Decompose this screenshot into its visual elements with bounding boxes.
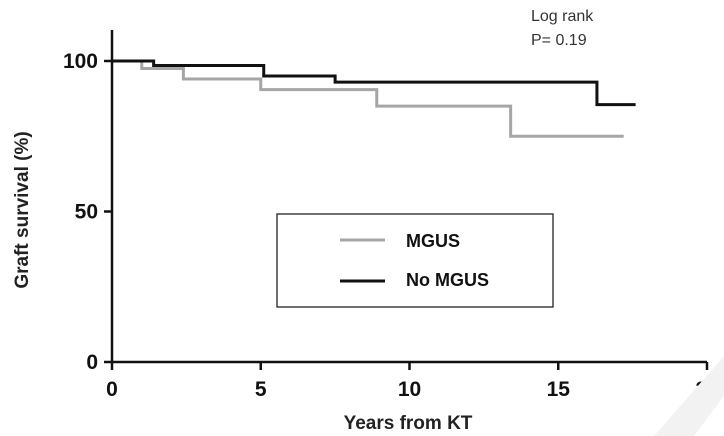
x-tick-label: 10 (398, 378, 421, 401)
plot-area (112, 59, 636, 138)
x-tick-label: 15 (547, 378, 571, 401)
y-tick-label: 50 (75, 201, 98, 224)
y-axis-title: Graft survival (%) (12, 131, 33, 288)
series-line-no-mgus (112, 59, 636, 107)
legend-label-no-mgus: No MGUS (406, 270, 489, 290)
legend: MGUS No MGUS (276, 213, 554, 308)
y-tick-label: 0 (86, 351, 98, 374)
x-tick-label: 5 (255, 378, 267, 401)
x-axis-title: Years from KT (344, 413, 473, 434)
y-tick-label: 100 (63, 50, 98, 73)
legend-box (276, 213, 554, 308)
series-line-mgus (112, 59, 624, 138)
legend-label-mgus: MGUS (406, 231, 460, 251)
x-tick-label: 0 (106, 378, 118, 401)
x-tick-label: 20 (695, 378, 718, 401)
p-value-label: P= 0.19 (531, 32, 587, 49)
log-rank-label: Log rank (531, 8, 594, 25)
